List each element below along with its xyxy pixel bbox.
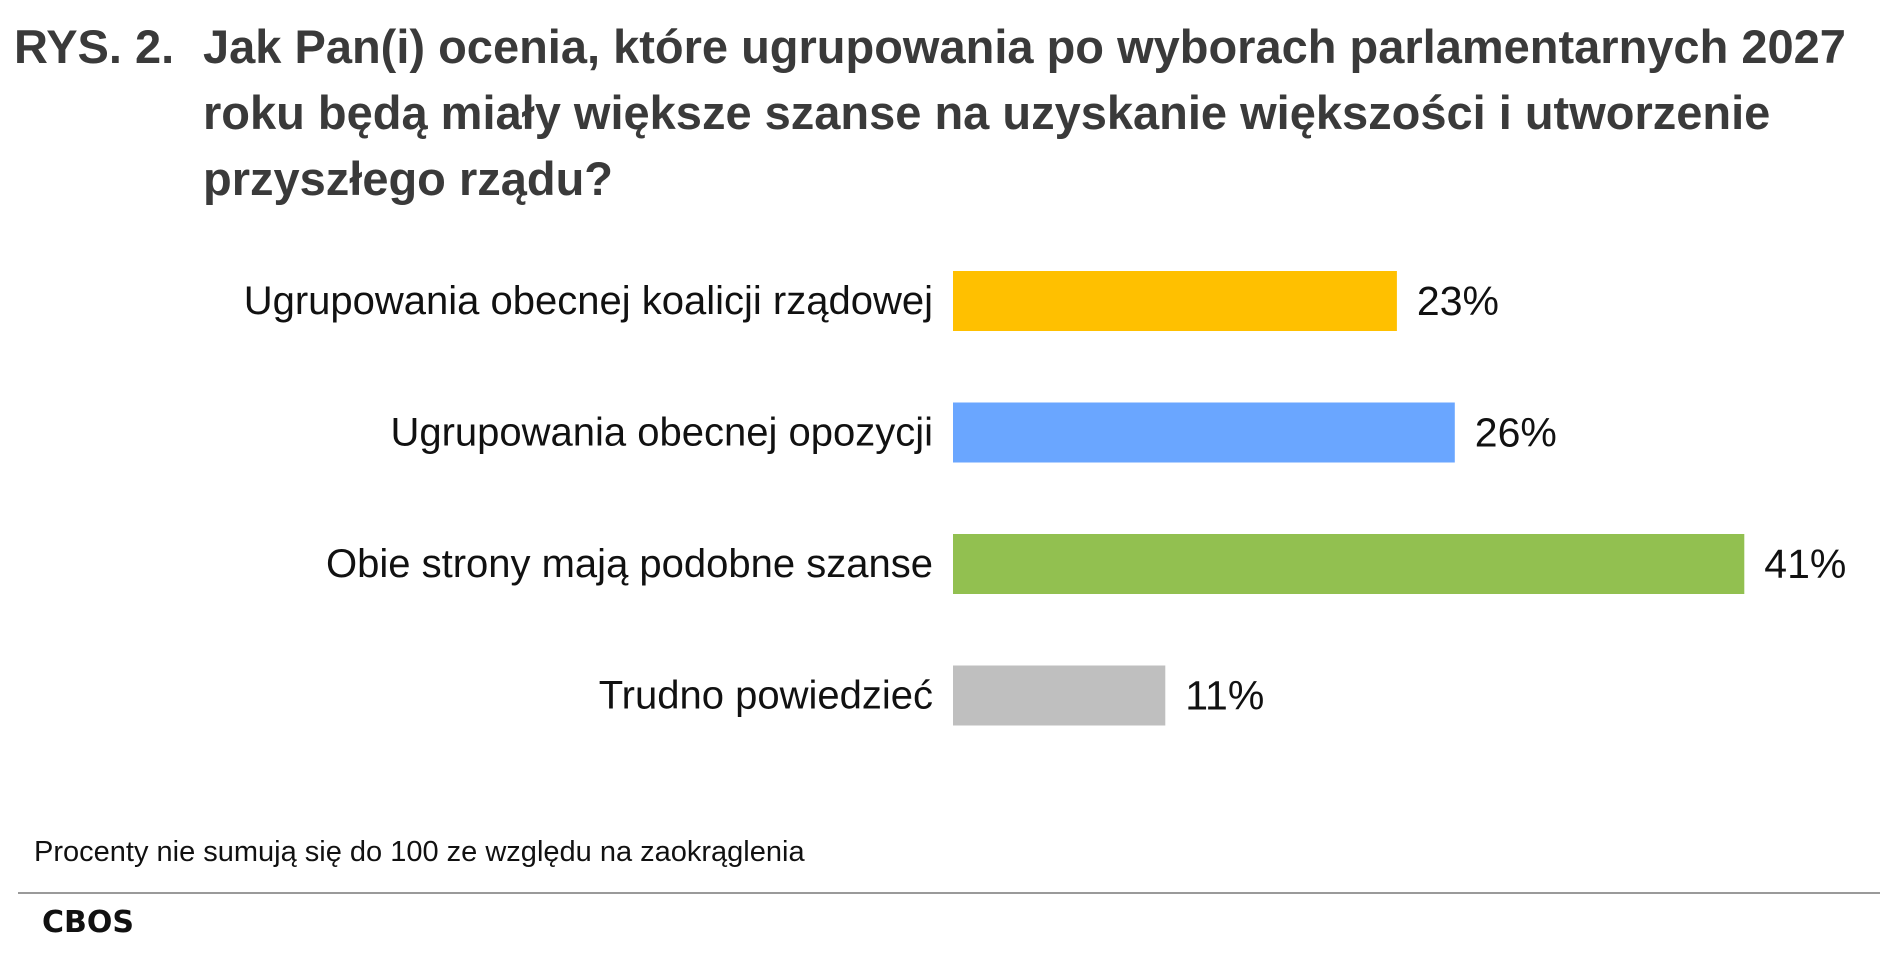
divider — [18, 892, 1880, 894]
value-label: 11% — [1185, 673, 1264, 719]
source-label: CBOS — [42, 905, 134, 940]
figure-label: RYS. 2. — [14, 20, 175, 73]
category-label: Ugrupowania obecnej opozycji — [390, 411, 933, 455]
value-label: 23% — [1417, 278, 1499, 324]
chart-title: Jak Pan(i) ocenia, które ugrupowania po … — [203, 20, 1846, 205]
category-label: Ugrupowania obecnej koalicji rządowej — [244, 279, 933, 323]
category-label: Obie strony mają podobne szanse — [326, 542, 933, 586]
value-label: 26% — [1475, 410, 1557, 456]
footnote: Procenty nie sumują się do 100 ze względ… — [34, 836, 805, 868]
value-label: 41% — [1764, 541, 1846, 587]
category-label: Trudno powiedzieć — [599, 674, 933, 718]
bar — [953, 271, 1397, 331]
bar — [953, 534, 1745, 594]
bar — [953, 665, 1166, 726]
bar — [953, 402, 1455, 463]
